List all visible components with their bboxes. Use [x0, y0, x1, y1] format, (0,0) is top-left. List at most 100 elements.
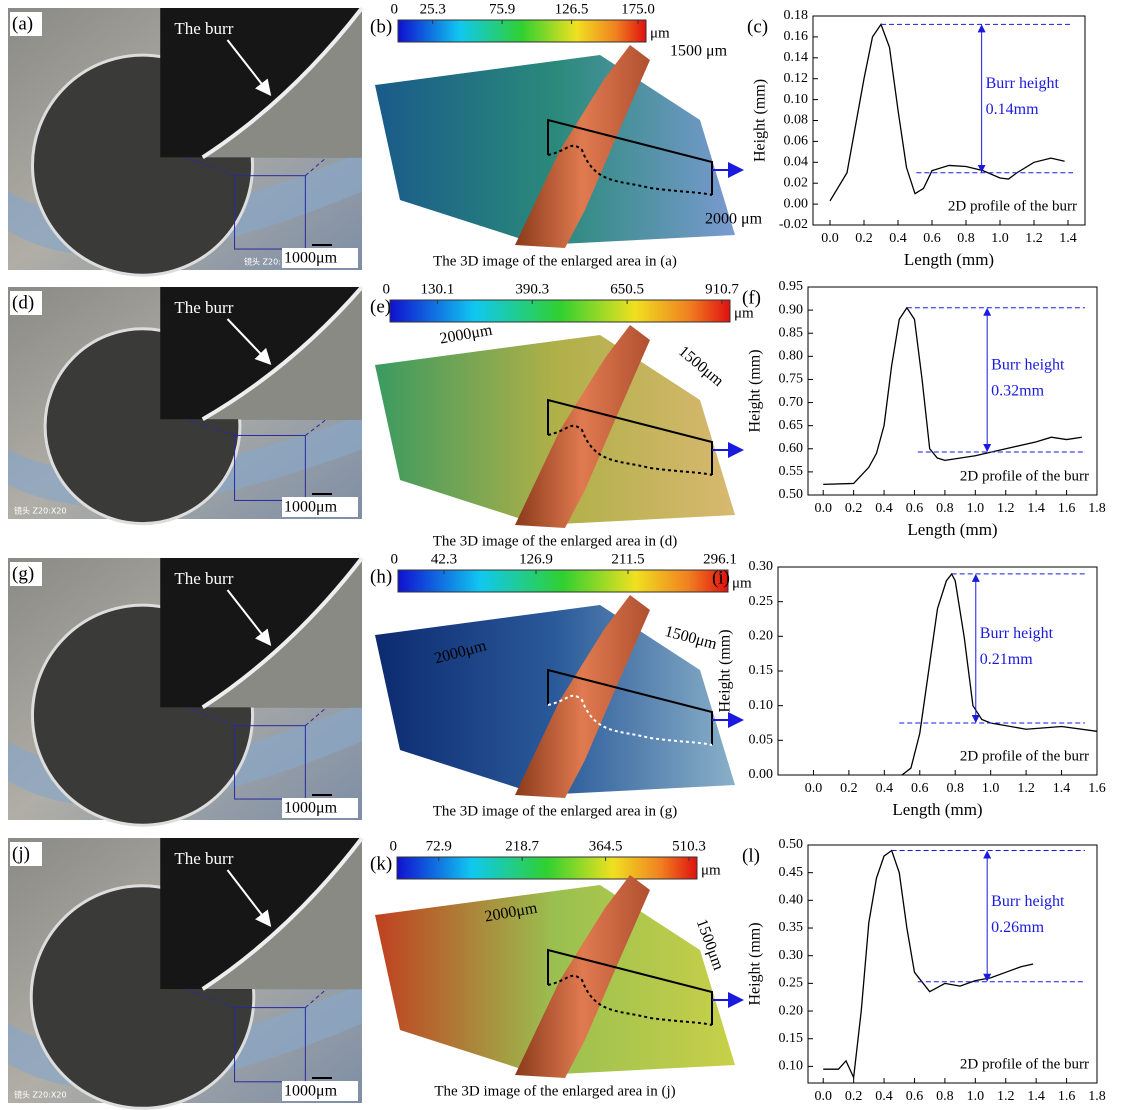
burr-arrow	[226, 869, 272, 928]
y-tick-label: 0.00	[784, 196, 809, 211]
burr-annotation: Burr height	[980, 625, 1054, 642]
zoom-box	[234, 725, 306, 800]
x-tick-label: 1.4	[1027, 501, 1045, 516]
x-axis-label: Length (mm)	[904, 250, 994, 269]
y-tick-label: 0.18	[784, 8, 809, 23]
zoom-line	[184, 706, 235, 727]
colorbar-tick-label: 175.0	[621, 1, 655, 17]
y-tick-label: 0.10	[779, 1059, 804, 1074]
y-tick-label: 0.15	[779, 1031, 804, 1046]
x-axis-label: Length (mm)	[907, 520, 997, 539]
colorbar-tick-label: 72.9	[426, 838, 452, 854]
label-bg	[10, 562, 42, 586]
x-tick-label: 0.2	[845, 501, 863, 516]
y-tick-label: 0.85	[779, 325, 804, 340]
x-tick-label: 1.6	[1058, 1089, 1076, 1104]
y-tick-label: 0.90	[779, 302, 804, 317]
x-tick-label: 0.6	[906, 1089, 924, 1104]
y-tick-label: 0.30	[779, 948, 804, 963]
colorbar	[397, 569, 729, 593]
panel-label: (a)	[12, 13, 33, 34]
colorbar-tick-label: 130.1	[421, 281, 455, 297]
x-tick-label: 1.0	[967, 1089, 985, 1104]
panel-label: (b)	[370, 16, 392, 37]
colorbar-tick-label: 910.7	[705, 281, 739, 297]
colorbar	[389, 299, 731, 323]
zoom-line	[305, 418, 327, 436]
panel-label: (c)	[747, 16, 768, 37]
burr-annotation: Burr height	[986, 75, 1060, 92]
profile-line	[823, 849, 1034, 1080]
colorbar-tick-label: 650.5	[610, 281, 644, 297]
y-tick-label: 0.80	[779, 349, 804, 364]
y-tick-label: 0.20	[749, 629, 774, 644]
y-tick-label: 0.06	[784, 134, 809, 149]
dimension-label: 2000 μm	[705, 211, 763, 228]
burr-arrow	[226, 39, 272, 97]
y-tick-label: 0.70	[779, 395, 804, 410]
lens-label: 镜头 Z20:X20	[14, 506, 67, 516]
x-tick-label: 1.2	[1025, 231, 1043, 246]
colorbar-tick-label: 364.5	[589, 838, 623, 854]
profile-curve	[547, 424, 713, 476]
panel-label: (e)	[370, 296, 391, 317]
y-tick-label: 0.02	[784, 175, 809, 190]
surface	[375, 605, 735, 795]
ridge	[515, 875, 650, 1078]
x-tick-label: 1.2	[1017, 781, 1035, 796]
lens-label: 镜头 Z20:	[244, 257, 281, 267]
colorbar-tick-label: 218.7	[505, 838, 539, 854]
x-tick-label: 1.0	[967, 501, 985, 516]
caption: The 3D image of the enlarged area in (d)	[433, 533, 678, 549]
burr-value: 0.21mm	[980, 651, 1033, 668]
y-axis-label: Height (mm)	[747, 349, 764, 432]
x-axis-label: Length (mm)	[907, 1108, 997, 1110]
surface	[375, 885, 735, 1075]
burr-arrow	[226, 318, 272, 366]
panel-label: (l)	[742, 845, 760, 866]
colorbar-tick-label: 75.9	[489, 1, 515, 17]
colorbar-tick-label: 211.5	[611, 551, 644, 567]
x-tick-label: 0.4	[876, 781, 894, 796]
legend-text: 2D profile of the burr	[960, 468, 1089, 484]
ridge	[515, 595, 650, 798]
colorbar-tick-label: 296.1	[703, 551, 737, 567]
x-tick-label: 1.4	[1059, 231, 1077, 246]
scale-bg	[282, 1081, 358, 1101]
colorbar-unit: μm	[732, 575, 752, 591]
dimension-label: 1500μm	[675, 343, 727, 390]
colorbar	[397, 19, 647, 43]
plot-frame	[777, 566, 1098, 776]
profile-line	[901, 572, 1098, 776]
x-tick-label: 1.0	[982, 781, 1000, 796]
surface	[375, 335, 735, 525]
inset-surface	[202, 8, 362, 158]
y-tick-label: 0.16	[784, 29, 809, 44]
scale-label: 1000μm	[284, 499, 338, 516]
inset-burr	[201, 285, 364, 421]
dimension-label: 1500μm	[663, 623, 719, 653]
dimension-label: 1500 μm	[670, 43, 728, 60]
x-tick-label: 1.0	[991, 231, 1009, 246]
colorbar-tick-label: 390.3	[515, 281, 549, 297]
inset-surface	[202, 838, 362, 990]
scale-label: 1000μm	[284, 1083, 338, 1100]
profile-curve	[547, 144, 713, 196]
y-tick-label: 0.05	[749, 733, 774, 748]
colorbar	[396, 856, 698, 880]
profile-line	[823, 306, 1082, 486]
inset-burr	[201, 556, 364, 710]
y-tick-label: 0.40	[779, 893, 804, 908]
inset-surface	[202, 558, 362, 708]
colorbar-tick-label: 126.5	[555, 1, 589, 17]
x-tick-label: 0.8	[957, 231, 975, 246]
x-tick-label: 0.6	[911, 781, 929, 796]
surface	[375, 55, 735, 245]
panel-label: (h)	[370, 566, 392, 587]
colorbar-unit: μm	[650, 25, 670, 41]
colorbar-tick-label: 0	[391, 1, 399, 17]
label-bg	[10, 12, 42, 36]
burr-annotation: Burr height	[991, 893, 1065, 910]
y-tick-label: 0.55	[779, 464, 804, 479]
scale-bg	[282, 798, 358, 818]
